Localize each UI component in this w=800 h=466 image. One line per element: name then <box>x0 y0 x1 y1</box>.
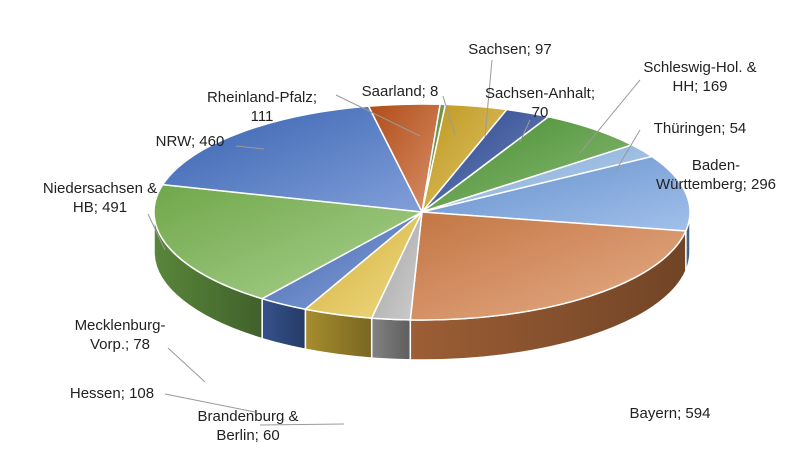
leader-th-ringen <box>614 129 641 173</box>
pie-tops <box>153 103 691 321</box>
data-label-niedersachsen-hb: Niedersachsen & HB; 491 <box>43 180 157 216</box>
slice-labels: Sachsen; 97 Sachsen-Anhalt; 70 Schleswig-Ho… <box>43 41 776 444</box>
slice-bayern <box>409 211 687 321</box>
data-label-line: Berlin; 60 <box>216 427 279 444</box>
data-label-line: Hessen; 108 <box>70 385 154 402</box>
leader-mecklenburg-vorp <box>167 347 206 383</box>
data-label-sachsen: Sachsen; 97 <box>468 41 551 58</box>
data-label-bayern: Bayern; 594 <box>630 405 711 422</box>
data-label-line: Mecklenburg- <box>75 317 166 334</box>
leader-sachsen-anhalt <box>519 119 531 143</box>
data-label-line: Thüringen; 54 <box>654 120 747 137</box>
data-label-baden-w-rttemberg: Baden- Württemberg; 296 <box>656 157 776 193</box>
leader-nrw <box>235 145 265 150</box>
leader-rheinland-pfalz <box>335 94 421 137</box>
label-leaders <box>147 59 641 426</box>
data-label-line: 111 <box>251 108 274 125</box>
pie-sides <box>153 211 691 361</box>
data-label-line: Württemberg; 296 <box>656 176 776 193</box>
leader-sachsen <box>484 59 493 138</box>
leader-niedersachsen-hb <box>147 213 166 251</box>
data-label-line: Saarland; 8 <box>362 83 439 100</box>
data-label-th-ringen: Thüringen; 54 <box>654 120 747 137</box>
data-label-line: Bayern; 594 <box>630 405 711 422</box>
data-label-schleswig-hol-hh: Schleswig-Hol. & HH; 169 <box>643 59 756 95</box>
data-label-hessen: Hessen; 108 <box>70 385 154 402</box>
data-label-nrw: NRW; 460 <box>156 133 225 150</box>
leader-brandenburg-berlin <box>259 423 345 426</box>
data-label-line: Niedersachsen & <box>43 180 157 197</box>
side-brandenburg-berlin <box>370 317 412 361</box>
data-label-line: Vorp.; 78 <box>90 336 150 353</box>
data-label-line: HH; 169 <box>672 78 727 95</box>
slice-baden-w-rttemberg <box>421 155 691 232</box>
data-label-line: Rheinland-Pfalz; <box>207 89 317 106</box>
data-label-brandenburg-berlin: Brandenburg & Berlin; 60 <box>198 408 299 444</box>
data-label-line: 70 <box>532 104 549 121</box>
data-label-line: HB; 491 <box>73 199 127 216</box>
slice-schleswig-hol-hh <box>421 115 634 213</box>
data-label-sachsen-anhalt: Sachsen-Anhalt; 70 <box>485 85 595 121</box>
data-label-line: Schleswig-Hol. & <box>643 59 756 76</box>
leader-hessen <box>164 393 256 413</box>
data-label-line: Baden- <box>692 157 740 174</box>
data-label-rheinland-pfalz: Rheinland-Pfalz; 111 <box>207 89 317 125</box>
data-label-line: Brandenburg & <box>198 408 299 425</box>
leader-schleswig-hol-hh <box>579 79 641 154</box>
data-label-mecklenburg-vorp: Mecklenburg- Vorp.; 78 <box>75 317 166 353</box>
slice-nrw <box>161 105 424 213</box>
data-label-line: NRW; 460 <box>156 133 225 150</box>
data-label-saarland: Saarland; 8 <box>362 83 439 100</box>
data-label-line: Sachsen-Anhalt; <box>485 85 595 102</box>
slice-niedersachsen-hb <box>153 183 425 300</box>
leader-saarland <box>442 95 456 136</box>
data-label-line: Sachsen; 97 <box>468 41 551 58</box>
